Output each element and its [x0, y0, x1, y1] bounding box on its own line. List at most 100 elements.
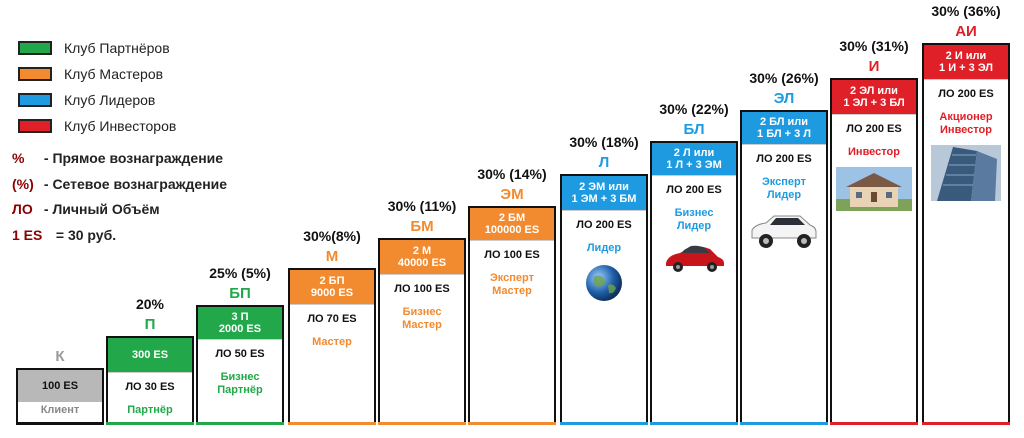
legend-item-masters: Клуб Мастеров: [18, 64, 163, 84]
reward-percent: 25% (5%): [209, 265, 271, 281]
legend-swatch: [18, 41, 52, 55]
personal-volume-value: ЛО 50 ES: [198, 339, 282, 367]
personal-volume-value: ЛО 100 ES: [380, 274, 464, 302]
rank-title: Бизнес Мастер: [402, 306, 442, 331]
rank-step-9: 2 БЛ или 1 БЛ + 3 Л ЛО 200 ES Эксперт Лиде…: [740, 110, 828, 424]
rank-requirement: 2 БМ 100000 ES: [470, 208, 554, 240]
reward-percent: 30% (11%): [387, 198, 457, 214]
legend-swatch: [18, 93, 52, 107]
rank-step-11: 2 И или 1 И + 3 ЭЛ ЛО 200 ES Акционер Инве…: [922, 43, 1010, 424]
legend-label: Клуб Партнёров: [64, 40, 170, 56]
reward-percent: 30% (31%): [839, 38, 909, 54]
rank-title: Акционер Инвестор: [939, 111, 993, 136]
definition-text: - Сетевое вознаграждение: [43, 176, 228, 192]
rank-step-5: 2 М 40000 ES ЛО 100 ES Бизнес Мастер: [378, 238, 466, 424]
legend-item-investors: Клуб Инвесторов: [18, 116, 176, 136]
rank-title: Бизнес Лидер: [674, 207, 714, 232]
step-base-line: [16, 422, 104, 425]
personal-volume-value: ЛО 70 ES: [290, 304, 374, 332]
rank-requirement: 2 ЭМ или 1 ЭМ + 3 БМ: [562, 176, 646, 210]
step-base-line: [196, 422, 284, 425]
rank-code: К: [55, 348, 65, 365]
step-base-line: [740, 422, 828, 425]
rank-requirement: 2 БП 9000 ES: [290, 270, 374, 304]
globe-icon: [562, 263, 646, 303]
rank-step-7: 2 ЭМ или 1 ЭМ + 3 БМ ЛО 200 ES Лидер: [560, 174, 648, 424]
rank-step-4: 2 БП 9000 ES ЛО 70 ES Мастер: [288, 268, 376, 424]
rank-requirement: 2 И или 1 И + 3 ЭЛ: [924, 45, 1008, 79]
rank-code: ЭМ: [500, 186, 524, 203]
legend-label: Клуб Инвесторов: [64, 118, 177, 134]
reward-percent: 30% (22%): [659, 101, 729, 117]
rank-step-3: 3 П 2000 ES ЛО 50 ES Бизнес Партнёр: [196, 305, 284, 424]
step-base-line: [650, 422, 738, 425]
definition-network-reward: (%) - Сетевое вознаграждение: [12, 176, 227, 192]
definition-text: - Прямое вознаграждение: [43, 150, 224, 166]
rank-step-1: 100 ES Клиент: [16, 368, 104, 424]
rank-title: Инвестор: [848, 146, 900, 158]
definition-es-rate: 1 ES = 30 руб.: [12, 227, 116, 243]
rank-title: Эксперт Лидер: [761, 176, 807, 201]
legend-item-leaders: Клуб Лидеров: [18, 90, 155, 110]
step-base-line: [922, 422, 1010, 425]
definition-symbol: 1 ES: [12, 227, 43, 243]
rank-requirement: 2 Л или 1 Л + 3 ЭМ: [652, 143, 736, 175]
personal-volume-value: ЛО 200 ES: [562, 210, 646, 238]
rank-code: БП: [229, 285, 251, 302]
personal-volume-value: ЛО 200 ES: [742, 144, 826, 172]
legend-swatch: [18, 67, 52, 81]
reward-percent: 30%(8%): [303, 228, 361, 244]
personal-volume-value: ЛО 200 ES: [832, 114, 916, 142]
step-base-line: [378, 422, 466, 425]
personal-volume-value: ЛО 200 ES: [924, 79, 1008, 107]
rank-step-10: 2 ЭЛ или 1 ЭЛ + 3 БЛ ЛО 200 ES Инвестор: [830, 78, 918, 424]
rank-step-8: 2 Л или 1 Л + 3 ЭМ ЛО 200 ES Бизнес Лидер: [650, 141, 738, 424]
legend-label: Клуб Мастеров: [64, 66, 164, 82]
rank-code: И: [868, 58, 880, 75]
definition-symbol: %: [12, 150, 25, 166]
rank-title: Лидер: [586, 242, 622, 254]
definition-text: - Личный Объём: [43, 201, 160, 217]
rank-step-6: 2 БМ 100000 ES ЛО 100 ES Эксперт Мастер: [468, 206, 556, 424]
definition-personal-volume: ЛО - Личный Объём: [12, 201, 160, 217]
rank-requirement: 2 М 40000 ES: [380, 240, 464, 274]
definition-symbol: (%): [12, 176, 34, 192]
rank-title: Мастер: [312, 336, 352, 348]
rank-title: Клиент: [40, 404, 80, 416]
rank-requirement: 100 ES: [18, 370, 102, 402]
reward-percent: 30% (18%): [569, 134, 639, 150]
red-car-icon: [652, 241, 736, 273]
reward-percent: 20%: [135, 296, 165, 312]
rank-requirement: 2 ЭЛ или 1 ЭЛ + 3 БЛ: [832, 80, 916, 114]
rank-title: Бизнес Партнёр: [217, 371, 263, 396]
rank-title: Эксперт Мастер: [489, 272, 535, 297]
rank-code: Л: [598, 154, 610, 171]
rank-requirement: 2 БЛ или 1 БЛ + 3 Л: [742, 112, 826, 144]
white-suv-icon: [742, 210, 826, 250]
step-base-line: [560, 422, 648, 425]
rank-code: БЛ: [683, 121, 705, 138]
reward-percent: 30% (26%): [749, 70, 819, 86]
legend-swatch: [18, 119, 52, 133]
personal-volume-value: ЛО 200 ES: [652, 175, 736, 203]
step-base-line: [288, 422, 376, 425]
house-icon: [832, 167, 916, 211]
personal-volume-value: ЛО 100 ES: [470, 240, 554, 268]
definition-symbol: ЛО: [12, 201, 33, 217]
step-base-line: [468, 422, 556, 425]
reward-percent: 30% (36%): [931, 3, 1001, 19]
rank-step-2: 300 ES ЛО 30 ES Партнёр: [106, 336, 194, 424]
step-base-line: [830, 422, 918, 425]
definition-text: = 30 руб.: [55, 227, 117, 243]
rank-title: Партнёр: [127, 404, 173, 416]
rank-requirement: 3 П 2000 ES: [198, 307, 282, 339]
rank-code: БМ: [410, 218, 434, 235]
rank-code: П: [144, 316, 156, 333]
rank-code: АИ: [955, 23, 977, 40]
legend-item-partners: Клуб Партнёров: [18, 38, 170, 58]
rank-code: М: [325, 248, 339, 265]
skyscraper-icon: [924, 145, 1008, 201]
definition-direct-reward: % - Прямое вознаграждение: [12, 150, 223, 166]
legend-label: Клуб Лидеров: [64, 92, 156, 108]
